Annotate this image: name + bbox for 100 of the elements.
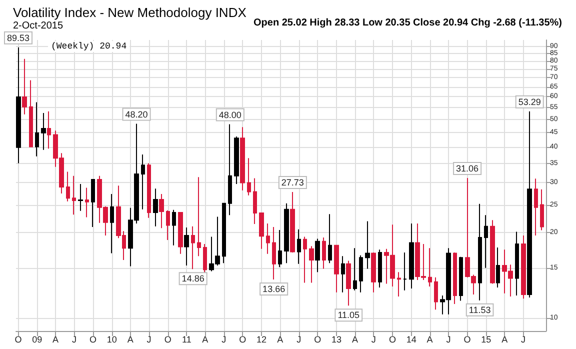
x-tick-label: 10 — [106, 334, 117, 344]
candlestick — [72, 175, 76, 216]
candlestick — [403, 252, 407, 291]
candlestick — [309, 246, 314, 284]
x-tick-label: J — [371, 334, 376, 344]
candlestick — [141, 154, 145, 210]
candlestick — [110, 193, 114, 254]
candlestick — [78, 183, 83, 212]
x-tick-label: O — [314, 334, 322, 344]
x-tick-label: O — [164, 334, 172, 344]
x-tick-label: A — [52, 334, 59, 344]
candlestick — [322, 236, 326, 270]
x-tick-label: O — [90, 334, 97, 344]
annotation: 48.00 — [218, 110, 242, 120]
candlestick — [197, 176, 201, 257]
candlestick — [434, 276, 438, 310]
candlestick — [359, 254, 363, 293]
candlestick — [184, 227, 189, 266]
candlestick — [35, 102, 39, 157]
annotation: 14.86 — [182, 274, 204, 284]
candlestick — [153, 188, 158, 227]
candlestick — [159, 193, 164, 229]
candlestick — [166, 210, 170, 241]
candlestick — [91, 178, 95, 228]
x-tick-label: J — [72, 334, 76, 344]
x-tick-label: O — [239, 334, 246, 344]
candlestick — [253, 178, 257, 225]
candlestick — [228, 124, 232, 216]
candlestick — [527, 110, 532, 298]
x-tick-label: A — [352, 334, 358, 344]
candlestick — [234, 136, 239, 184]
candlestick — [484, 214, 488, 268]
candlestick — [540, 188, 544, 231]
candlestick — [22, 58, 27, 115]
candlestick — [496, 246, 500, 288]
candlestick — [259, 212, 264, 250]
candlestick — [334, 244, 339, 293]
x-tick-label: J — [222, 334, 226, 344]
x-tick-label: A — [426, 334, 433, 344]
x-tick-label: J — [146, 334, 152, 344]
candlestick — [85, 187, 89, 218]
candlestick — [353, 248, 357, 291]
x-tick-label: O — [464, 334, 471, 344]
candlestick — [47, 110, 51, 150]
candlestick — [453, 252, 457, 304]
x-tick-label: 15 — [481, 334, 492, 344]
x-tick-label: 14 — [406, 334, 416, 344]
chart-subtitle: 2-Oct-2015 — [13, 20, 64, 32]
chart-title: Volatility Index - New Methodology INDX — [13, 5, 247, 20]
candlestick — [247, 158, 251, 196]
candlestick — [278, 229, 282, 268]
x-tick-label: A — [277, 334, 284, 344]
candlestick — [515, 231, 519, 296]
candlestick — [240, 126, 245, 191]
candlestick — [490, 220, 495, 284]
candlestick — [534, 178, 538, 236]
annotation: 48.20 — [125, 109, 148, 120]
candlestick — [378, 249, 382, 288]
candlestick — [41, 112, 46, 150]
candlestick — [191, 226, 195, 270]
x-tick-label: O — [388, 334, 396, 344]
candlestick — [29, 80, 33, 148]
x-tick-label: A — [502, 334, 508, 344]
candlestick — [315, 238, 320, 273]
candlestick — [284, 202, 289, 264]
annotation: 13.66 — [262, 284, 286, 294]
candlestick — [303, 236, 307, 284]
annotation: 11.05 — [338, 310, 360, 320]
x-tick-label: 09 — [32, 334, 42, 344]
x-tick-label: 13 — [332, 334, 342, 344]
annotation: 89.53 — [6, 32, 30, 43]
candlestick — [365, 220, 370, 270]
candlestick — [397, 272, 401, 298]
candlestick — [521, 235, 526, 300]
x-tick-label: 11 — [182, 334, 192, 344]
x-tick-label: A — [202, 334, 208, 344]
candlestick — [290, 192, 295, 253]
candlestick — [147, 162, 151, 218]
annotation: 31.06 — [456, 164, 479, 174]
text: Open 25.02 High 28.33 Low 20.35 Close 20.94 Chg -2.68 (-11.35%) — [254, 18, 562, 28]
x-tick-label: J — [446, 334, 451, 344]
x-tick-label: J — [296, 334, 302, 344]
annotation: (Weekly) 20.94 — [51, 42, 127, 52]
candlestick — [266, 222, 270, 254]
candlestick — [272, 226, 276, 280]
annotation: 11.53 — [468, 304, 491, 315]
candlestick — [371, 252, 376, 293]
x-tick-label: J — [521, 334, 526, 344]
x-tick-label: O — [14, 334, 22, 344]
candlestick — [178, 212, 183, 254]
candlestick — [66, 171, 70, 202]
candlestick — [428, 248, 432, 288]
candlestick — [222, 202, 226, 264]
candlestick — [341, 256, 345, 293]
candlestick — [346, 260, 351, 306]
candlestick — [203, 244, 207, 274]
annotation: 27.73 — [281, 178, 304, 188]
candlestick — [459, 256, 463, 302]
annotation: 53.29 — [518, 96, 541, 107]
x-tick-label: A — [127, 334, 134, 344]
